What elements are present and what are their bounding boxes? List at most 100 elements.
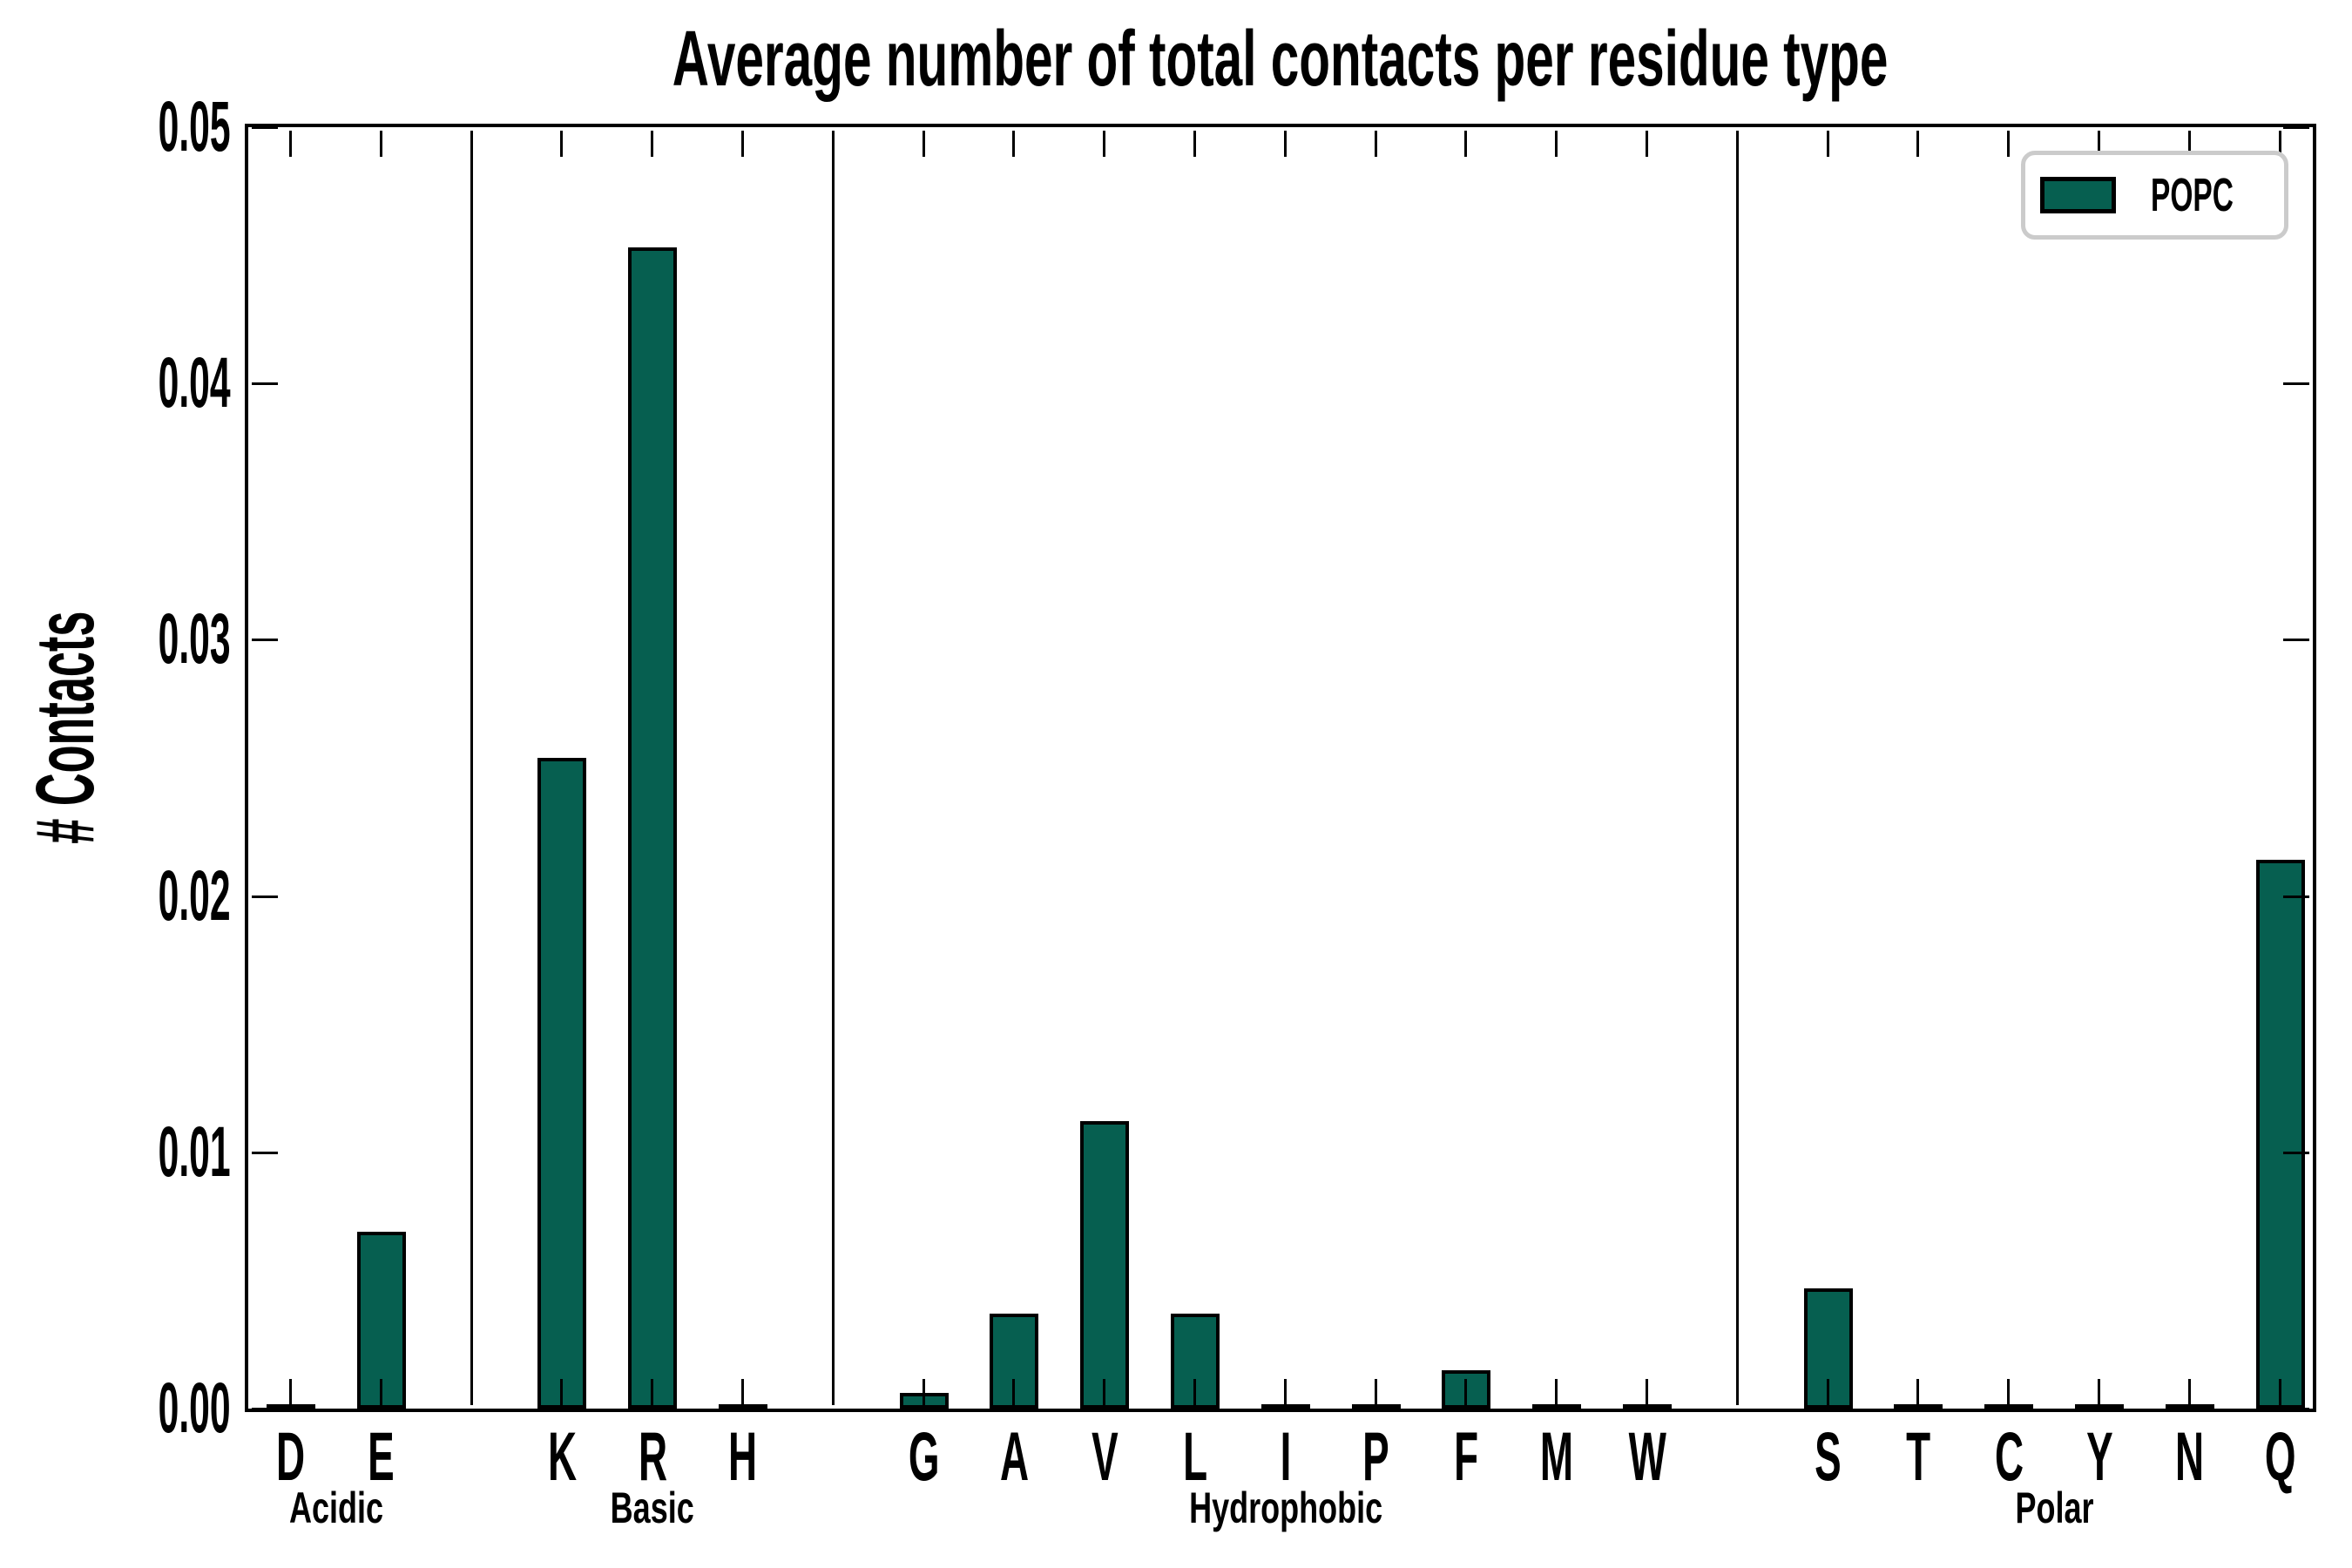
y-tick-right bbox=[2283, 1408, 2309, 1410]
x-tick-label-E: E bbox=[329, 1418, 434, 1495]
chart-title: Average number of total contacts per res… bbox=[248, 14, 2313, 105]
x-tick-top-T bbox=[1916, 131, 1920, 157]
x-tick-bottom-R bbox=[651, 1379, 654, 1405]
x-tick-bottom-Q bbox=[2278, 1379, 2281, 1405]
x-tick-label-H-text: H bbox=[728, 1417, 758, 1495]
y-tick-label-0.02-text: 0.02 bbox=[159, 855, 231, 936]
x-tick-top-C bbox=[2007, 131, 2011, 157]
x-tick-top-I bbox=[1283, 131, 1287, 157]
x-tick-top-F bbox=[1464, 131, 1468, 157]
x-tick-label-H: H bbox=[691, 1418, 795, 1495]
x-tick-label-A: A bbox=[962, 1418, 1066, 1495]
x-tick-label-S: S bbox=[1776, 1418, 1881, 1495]
y-tick-label-0.05-text: 0.05 bbox=[159, 87, 231, 166]
legend-label-text: POPC bbox=[2150, 169, 2234, 221]
bar-M bbox=[1532, 1404, 1582, 1409]
x-tick-top-W bbox=[1646, 131, 1648, 157]
bar-Y bbox=[2075, 1404, 2124, 1409]
x-tick-label-A-text: A bbox=[999, 1417, 1029, 1495]
x-tick-label-W-text: W bbox=[1628, 1417, 1666, 1495]
group-label-polar-text: Polar bbox=[2015, 1484, 2094, 1532]
y-tick-label-0.03-text: 0.03 bbox=[159, 599, 231, 679]
x-tick-label-C-text: C bbox=[1994, 1417, 2024, 1495]
bar-D bbox=[267, 1404, 315, 1409]
group-label-hydrophobic-text: Hydrophobic bbox=[1188, 1484, 1382, 1532]
x-tick-label-Y: Y bbox=[2047, 1418, 2152, 1495]
y-tick-left bbox=[252, 895, 278, 898]
x-tick-bottom-E bbox=[379, 1379, 382, 1405]
x-tick-label-K-text: K bbox=[547, 1417, 577, 1495]
x-tick-top-E bbox=[379, 131, 382, 157]
x-tick-top-V bbox=[1103, 131, 1106, 157]
y-tick-label-0.05: 0.05 bbox=[0, 91, 231, 164]
group-label-basic: Basic bbox=[478, 1483, 827, 1533]
y-tick-label-0.01-text: 0.01 bbox=[159, 1112, 231, 1192]
y-tick-label-0.01: 0.01 bbox=[0, 1112, 231, 1192]
y-tick-right bbox=[2283, 895, 2309, 898]
x-tick-bottom-F bbox=[1464, 1379, 1468, 1405]
x-tick-label-V: V bbox=[1052, 1418, 1157, 1495]
x-tick-label-W: W bbox=[1595, 1418, 1700, 1495]
x-tick-bottom-T bbox=[1916, 1379, 1920, 1405]
x-tick-label-P-text: P bbox=[1362, 1417, 1389, 1495]
x-tick-top-P bbox=[1374, 131, 1377, 157]
x-tick-label-L: L bbox=[1143, 1418, 1247, 1495]
y-tick-right bbox=[2283, 639, 2309, 642]
x-tick-label-D-text: D bbox=[276, 1417, 306, 1495]
group-divider bbox=[831, 131, 835, 1405]
x-tick-top-S bbox=[1826, 131, 1829, 157]
bar-C bbox=[1984, 1404, 2034, 1409]
x-tick-label-I-text: I bbox=[1280, 1417, 1292, 1495]
x-tick-label-P: P bbox=[1324, 1418, 1429, 1495]
x-tick-label-R-text: R bbox=[638, 1417, 667, 1495]
x-tick-bottom-N bbox=[2187, 1379, 2191, 1405]
x-tick-top-D bbox=[289, 131, 292, 157]
x-tick-label-L-text: L bbox=[1182, 1417, 1207, 1495]
x-tick-label-R: R bbox=[600, 1418, 705, 1495]
x-tick-label-K: K bbox=[510, 1418, 614, 1495]
x-tick-bottom-D bbox=[289, 1379, 292, 1405]
x-tick-bottom-M bbox=[1555, 1379, 1558, 1405]
x-tick-top-A bbox=[1012, 131, 1016, 157]
bar-Q bbox=[2255, 860, 2305, 1409]
y-tick-right bbox=[2283, 126, 2309, 129]
x-tick-label-V-text: V bbox=[1091, 1417, 1119, 1495]
x-tick-top-L bbox=[1193, 131, 1196, 157]
group-label-hydrophobic: Hydrophobic bbox=[1112, 1483, 1460, 1533]
x-tick-label-Q-text: Q bbox=[2264, 1417, 2296, 1495]
x-tick-bottom-G bbox=[922, 1379, 925, 1405]
group-divider bbox=[470, 131, 473, 1405]
x-tick-label-F: F bbox=[1414, 1418, 1518, 1495]
y-tick-label-0.00-text: 0.00 bbox=[159, 1369, 231, 1448]
x-tick-top-Q bbox=[2278, 131, 2281, 157]
bar-W bbox=[1623, 1404, 1672, 1409]
x-tick-label-S-text: S bbox=[1815, 1417, 1842, 1495]
x-tick-bottom-H bbox=[741, 1379, 744, 1405]
x-tick-label-Q: Q bbox=[2228, 1418, 2333, 1495]
x-tick-label-G: G bbox=[872, 1418, 977, 1495]
bar-V bbox=[1080, 1121, 1130, 1409]
x-tick-label-M-text: M bbox=[1540, 1417, 1574, 1495]
x-tick-top-H bbox=[741, 131, 744, 157]
group-label-acidic-text: Acidic bbox=[288, 1484, 383, 1532]
y-tick-label-0.00: 0.00 bbox=[0, 1372, 231, 1445]
chart-title-text: Average number of total contacts per res… bbox=[672, 16, 1889, 103]
bar-H bbox=[719, 1404, 767, 1409]
x-tick-bottom-L bbox=[1193, 1379, 1196, 1405]
group-label-acidic: Acidic bbox=[162, 1483, 510, 1533]
y-tick-label-0.02: 0.02 bbox=[0, 855, 231, 936]
x-tick-label-C: C bbox=[1957, 1418, 2061, 1495]
x-tick-label-T-text: T bbox=[1906, 1417, 1931, 1495]
group-label-basic-text: Basic bbox=[611, 1484, 695, 1532]
x-tick-bottom-K bbox=[560, 1379, 564, 1405]
x-tick-bottom-C bbox=[2007, 1379, 2011, 1405]
x-tick-label-M: M bbox=[1504, 1418, 1609, 1495]
x-tick-bottom-S bbox=[1826, 1379, 1829, 1405]
y-tick-label-0.04-text: 0.04 bbox=[159, 343, 231, 423]
bar-N bbox=[2165, 1404, 2214, 1409]
x-tick-top-M bbox=[1555, 131, 1558, 157]
x-tick-label-N: N bbox=[2138, 1418, 2242, 1495]
y-tick-left bbox=[252, 639, 278, 642]
plot-area bbox=[245, 124, 2316, 1412]
